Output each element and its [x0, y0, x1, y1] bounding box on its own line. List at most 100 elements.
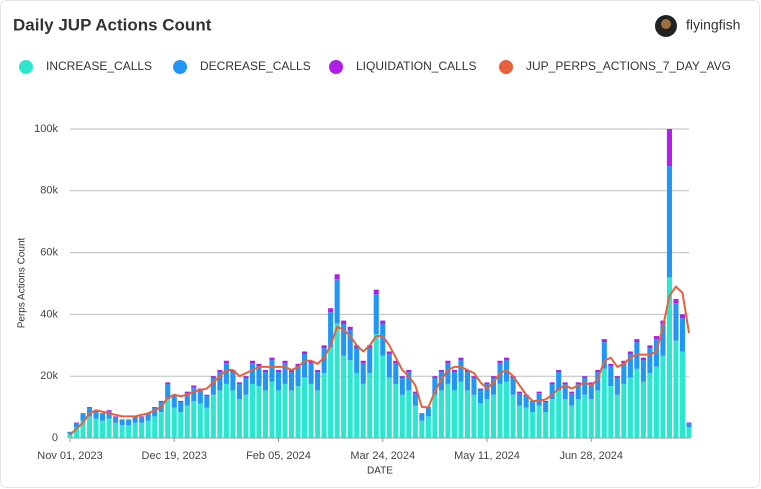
bar-segment	[275, 372, 282, 391]
bar-segment	[217, 372, 223, 391]
bar-segment	[184, 405, 190, 438]
y-tick-label: 80k	[40, 185, 58, 197]
bar-segment	[588, 399, 594, 438]
bar-segment	[308, 363, 314, 384]
bar-segment	[432, 376, 438, 379]
bar-segment	[569, 391, 575, 394]
bar-segment	[477, 403, 484, 438]
bar-segment	[73, 427, 80, 438]
bar-segment	[556, 390, 562, 438]
y-tick-label: 0	[52, 432, 58, 444]
bar-segment	[543, 412, 549, 438]
bar-segment	[640, 357, 646, 361]
x-tick-label: Feb 05, 2024	[246, 450, 311, 462]
bar-segment	[595, 372, 601, 391]
bar-segment	[569, 393, 575, 406]
bar-segment	[484, 382, 490, 385]
bar-segment	[406, 390, 412, 438]
bar-segment	[73, 423, 80, 428]
bar-segment	[627, 351, 633, 355]
bar-segment	[249, 363, 255, 384]
bar-segment	[191, 401, 197, 438]
bar-segment	[249, 383, 255, 438]
bar-segment	[614, 378, 620, 395]
bar-segment	[464, 390, 471, 438]
bar-segment	[399, 394, 405, 438]
bar-segment	[334, 279, 340, 324]
bar-segment	[308, 360, 314, 364]
chart-title: Daily JUP Actions Count	[13, 15, 212, 34]
y-tick-label: 60k	[40, 247, 58, 259]
bar-segment	[588, 382, 594, 385]
bar-segment	[210, 394, 216, 438]
bar-segment	[152, 408, 158, 417]
bar-segment	[191, 387, 197, 402]
bar-segment	[80, 413, 86, 415]
bar-segment	[302, 354, 308, 378]
bar-segment	[582, 378, 588, 395]
bar-segment	[100, 420, 106, 438]
bar-segment	[119, 425, 125, 438]
bar-segment	[223, 360, 229, 364]
bar-segment	[412, 393, 418, 406]
bar-segment	[660, 324, 666, 356]
bar-segment	[686, 423, 692, 428]
bar-segment	[608, 363, 614, 367]
bar-segment	[360, 363, 366, 384]
bar-segment	[373, 334, 379, 438]
bar-segment	[458, 357, 464, 361]
bar-segment	[425, 408, 431, 417]
bar-segment	[328, 347, 334, 438]
bar-segment	[386, 354, 392, 378]
bar-segment	[451, 372, 457, 391]
bar-segment	[517, 391, 523, 394]
avatar-detail	[661, 19, 671, 29]
bar-segment	[445, 363, 451, 384]
bar-segment	[380, 355, 386, 438]
bar-segment	[243, 394, 249, 438]
bar-segment	[653, 336, 659, 340]
bar-segment	[458, 381, 464, 438]
bar-segment	[197, 403, 203, 438]
bar-segment	[184, 393, 190, 406]
bar-segment	[543, 402, 549, 413]
bar-segment	[282, 360, 288, 364]
legend-marker	[329, 60, 343, 74]
bar-segment	[582, 394, 588, 438]
x-axis-label: DATE	[367, 466, 393, 477]
bar-segment	[100, 413, 106, 415]
bar-segment	[354, 373, 360, 438]
bar-segment	[543, 400, 549, 403]
bar-segment	[100, 414, 106, 421]
bar-segment	[113, 416, 119, 418]
bar-segment	[288, 372, 295, 391]
bar-segment	[67, 433, 73, 438]
bar-segment	[640, 360, 646, 382]
bar-segment	[354, 348, 360, 374]
bar-segment	[165, 399, 171, 438]
bar-segment	[530, 412, 536, 438]
bar-segment	[504, 381, 510, 438]
bar-segment	[165, 384, 171, 400]
bar-segment	[679, 314, 686, 319]
bar-segment	[223, 363, 229, 384]
bar-segment	[262, 370, 269, 373]
bar-segment	[80, 414, 86, 421]
bar-segment	[380, 324, 386, 356]
bar-segment	[321, 373, 327, 438]
bar-segment	[113, 422, 119, 438]
bar-segment	[158, 412, 164, 438]
bar-segment	[275, 370, 282, 373]
bar-segment	[621, 360, 627, 364]
bar-segment	[406, 372, 412, 391]
legend-label: LIQUIDATION_CALLS	[356, 59, 476, 73]
bar-segment	[562, 399, 568, 438]
bar-segment	[367, 345, 373, 349]
bar-segment	[679, 318, 686, 352]
bar-segment	[171, 396, 177, 408]
bar-segment	[347, 360, 353, 438]
bar-segment	[484, 384, 490, 400]
bar-segment	[673, 298, 679, 304]
bar-segment	[302, 351, 308, 355]
